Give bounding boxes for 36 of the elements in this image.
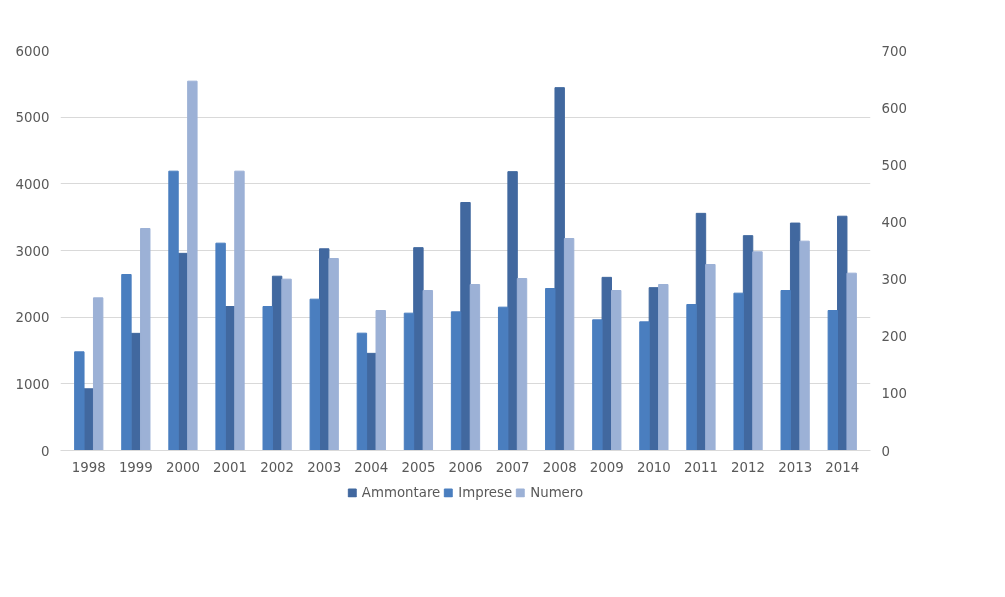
x-tick-label: 2002 — [260, 459, 295, 475]
bar — [92, 297, 104, 451]
y-tick-label: 3000 — [15, 243, 50, 259]
legend-label: Numero — [530, 484, 584, 500]
y-tick-label: 6000 — [15, 43, 50, 59]
x-tick-label: 2012 — [731, 459, 766, 475]
y2-tick-label: 400 — [881, 214, 907, 230]
x-tick-label: 1999 — [118, 459, 153, 475]
y-tick-label: 2000 — [15, 310, 50, 326]
y2-tick-label: 0 — [881, 443, 890, 459]
y2-tick-label: 100 — [881, 386, 907, 402]
x-tick-label: 2008 — [542, 459, 577, 475]
y-tick-label: 5000 — [15, 110, 50, 126]
y-tick-label: 0 — [41, 443, 50, 459]
x-tick-label: 2014 — [825, 459, 860, 475]
x-tick-label: 2006 — [448, 459, 483, 475]
x-tick-label: 2009 — [589, 459, 624, 475]
y2-tick-label: 700 — [881, 43, 907, 59]
legend-label: Imprese — [458, 484, 513, 500]
x-tick-label: 2003 — [307, 459, 342, 475]
x-tick-label: 1998 — [71, 459, 106, 475]
y-tick-label: 1000 — [15, 376, 50, 392]
x-tick-label: 2000 — [165, 459, 200, 475]
y2-tick-label: 500 — [881, 157, 907, 173]
y2-tick-label: 300 — [881, 272, 907, 288]
x-tick-label: 2011 — [684, 459, 718, 475]
y2-tick-label: 200 — [881, 329, 907, 345]
legend-label: Ammontare — [361, 484, 441, 500]
y-tick-label: 4000 — [15, 176, 50, 192]
y2-tick-label: 600 — [881, 100, 907, 116]
x-tick-label: 2005 — [401, 459, 436, 475]
x-tick-label: 2001 — [213, 459, 247, 475]
x-tick-label: 2013 — [778, 459, 813, 475]
x-tick-label: 2010 — [636, 459, 671, 475]
x-tick-label: 2004 — [354, 459, 389, 475]
x-tick-label: 2007 — [495, 459, 530, 475]
